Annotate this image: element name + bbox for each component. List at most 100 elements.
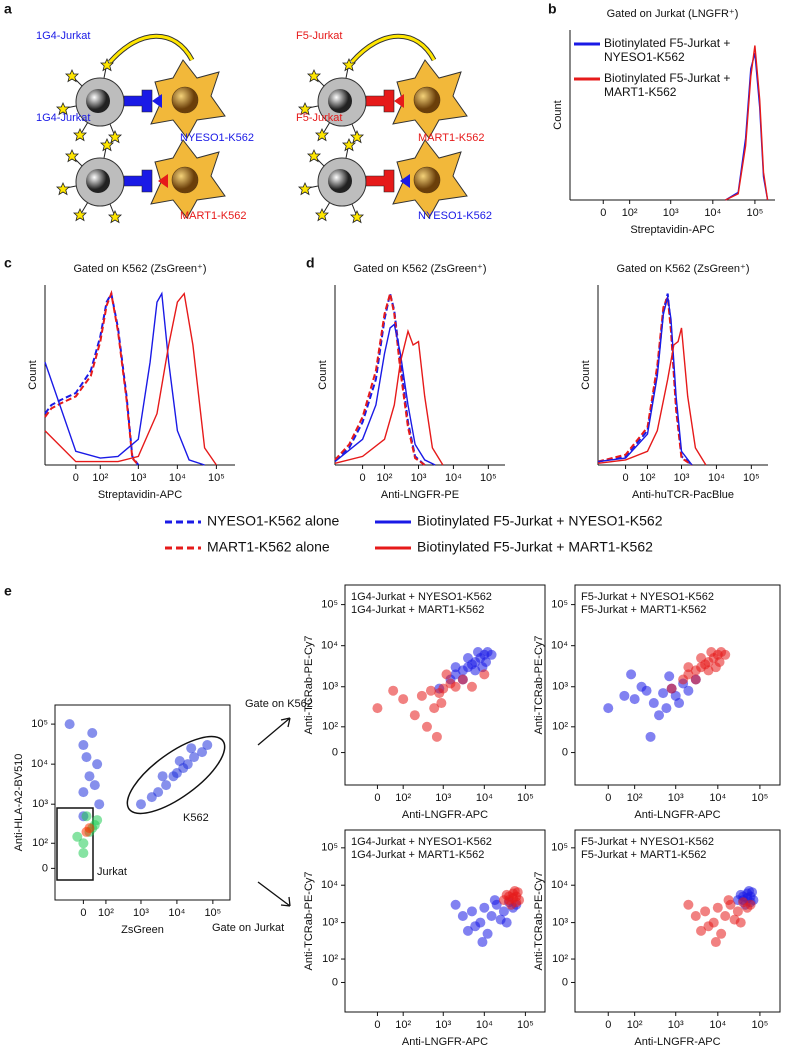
scatter-point [78,740,89,751]
scatter-point [735,917,746,928]
plot-frame [574,584,781,786]
cell-label: 1G4-Jurkat [36,112,90,124]
x-tick-label: 0 [600,207,606,219]
scatter-point [710,937,721,948]
x-tick-label: 10³ [435,792,451,804]
scatter-point [416,690,427,701]
scatter-point [84,823,95,834]
histogram-line [334,293,426,466]
histogram-line [334,328,444,466]
arrow [257,717,291,746]
scatter-point [409,710,420,721]
scatter-point [482,928,493,939]
scatter-point [714,657,725,668]
scatter-point [81,811,92,822]
scatter-point [441,669,452,680]
x-axis-label: Anti-LNGFR-APC [402,1036,488,1048]
histogram-line [44,289,140,466]
jurkat-cell [57,59,124,143]
plot-frame [574,829,781,1013]
scatter-point [189,752,200,763]
gate-label: Gate on K562 [245,698,313,710]
scatter-point [466,681,477,692]
chart-title: Gated on K562 (ZsGreen⁺) [74,263,207,275]
scatter-point [700,906,711,917]
x-axis-label: Streptavidin-APC [630,224,714,236]
scatter-point [696,925,707,936]
y-tick-label: 10⁵ [31,718,48,730]
scatter-point [479,669,490,680]
scatter-point [712,902,723,913]
scatter-point [197,747,208,758]
legend-entry: 1G4-Jurkat + NYESO1-K562 [351,591,492,603]
legend-entry-box: Biotinylated F5-Jurkat + MART1-K562 [604,71,730,99]
x-tick-label: 10² [377,472,393,484]
histogram-line [44,291,205,466]
scatter-point [78,848,89,859]
histogram-line [597,327,707,466]
jurkat-gate [56,807,94,881]
y-axis-label: Anti-TCRab-PE-Cy7 [533,635,545,734]
y-tick-label: 10⁵ [321,599,338,611]
y-axis-label: Count [317,360,329,389]
panel-label: d [306,255,315,271]
y-tick-label: 10³ [322,916,338,928]
scatter-point [636,681,647,692]
scatter-point [486,649,497,660]
scatter-point [457,674,468,685]
k562-gate [126,735,226,815]
scatter-point [732,906,743,917]
y-axis-label: Anti-TCRab-PE-Cy7 [533,871,545,970]
x-tick-label: 10³ [130,472,146,484]
x-tick-label: 10² [627,1019,643,1031]
legend-entry: Biotinylated F5-Jurkat + NYESO1-K562 [417,513,663,529]
histogram-line [597,296,693,466]
y-tick-label: 10³ [322,681,338,693]
scatter-point [94,799,105,810]
jurkat-cell [299,59,366,143]
arrow [257,881,291,907]
scatter-point [706,647,717,658]
x-tick-label: 10⁵ [747,207,764,219]
scatter-point [78,787,89,798]
x-tick-label: 10⁴ [445,472,462,484]
scatter-point [720,911,731,922]
plot-frame [344,584,546,786]
scatter-point [481,657,492,668]
legend-entry: F5-Jurkat + NYESO1-K562 [581,836,714,848]
x-tick-label: 10⁴ [704,207,721,219]
scatter-point [690,674,701,685]
y-tick-label: 0 [562,746,568,758]
x-axis-label: ZsGreen [121,924,164,936]
scatter-point [683,669,694,680]
scatter-point [472,647,483,658]
y-tick-label: 10² [322,721,338,733]
legend-entry: F5-Jurkat + MART1-K562 [581,604,706,616]
x-tick-label: 10⁴ [708,472,725,484]
scatter-point [174,755,185,766]
x-tick-label: 10³ [435,1019,451,1031]
cell-label: MART1-K562 [180,210,246,222]
legend-entry: 1G4-Jurkat + NYESO1-K562 [351,836,492,848]
x-tick-label: 10⁴ [169,472,186,484]
cell-label: NYESO1-K562 [418,210,492,222]
panel-label: a [4,1,12,17]
scatter-point [683,899,694,910]
scatter-point [431,731,442,742]
peptide [394,94,404,108]
scatter-point [202,740,213,751]
x-tick-label: 10³ [411,472,427,484]
x-axis-label: Anti-huTCR-PacBlue [632,489,734,501]
scatter-point [470,921,481,932]
x-tick-label: 0 [623,472,629,484]
scatter-point [666,683,677,694]
y-tick-label: 10² [32,837,48,849]
scatter-point [462,653,473,664]
x-tick-label: 0 [374,1019,380,1031]
x-tick-label: 10⁴ [168,907,185,919]
scatter-point [661,703,672,714]
scatter-point [78,838,89,849]
k562-cell [150,59,226,139]
chart-title: Gated on K562 (ZsGreen⁺) [354,263,487,275]
x-tick-label: 10² [98,907,114,919]
